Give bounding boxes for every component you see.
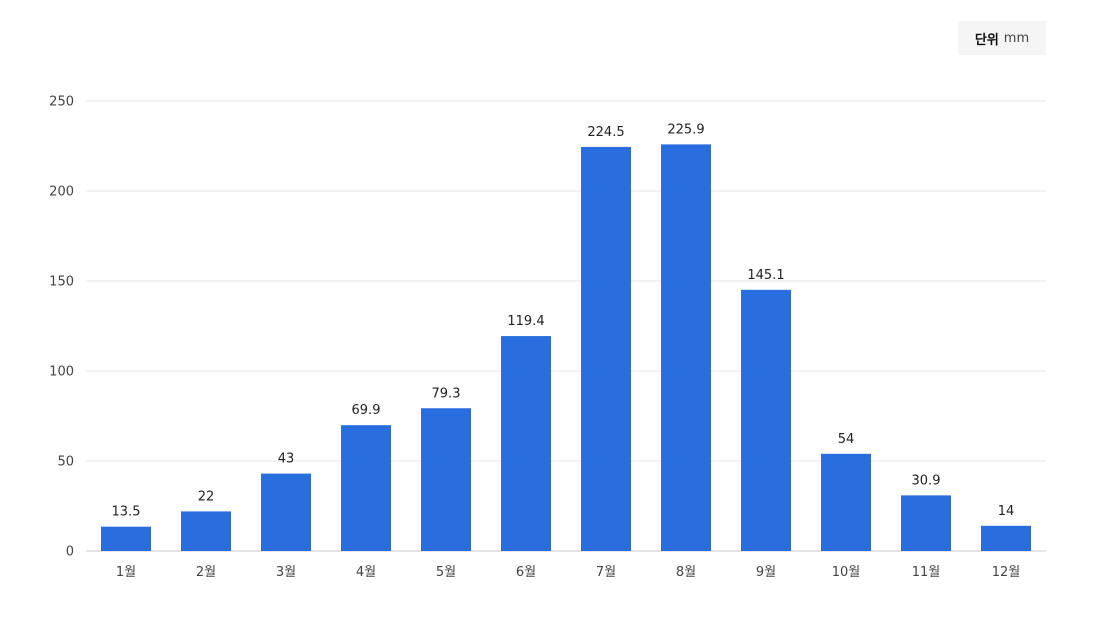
bar (341, 425, 391, 551)
bar-value-label: 119.4 (507, 314, 544, 329)
bar (101, 526, 151, 551)
x-tick-label: 1월 (116, 565, 136, 580)
bar (901, 495, 951, 551)
bar-value-label: 79.3 (432, 386, 461, 401)
x-tick-label: 9월 (756, 565, 776, 580)
x-tick-label: 5월 (436, 565, 456, 580)
bar (261, 473, 311, 551)
unit-badge: 단위 mm (958, 21, 1046, 55)
bar (981, 525, 1031, 551)
bar-value-label: 224.5 (587, 125, 624, 140)
x-tick-label: 2월 (196, 565, 216, 580)
bar (741, 289, 791, 551)
y-tick-label: 50 (57, 455, 74, 470)
y-tick-label: 100 (49, 365, 74, 380)
bar (581, 146, 631, 551)
bar-value-label: 225.9 (667, 122, 704, 137)
bar (181, 511, 231, 551)
x-tick-label: 12월 (992, 565, 1021, 580)
y-tick-label: 0 (66, 545, 74, 560)
x-tick-label: 8월 (676, 565, 696, 580)
bar-value-label: 14 (998, 504, 1015, 519)
bar-value-label: 54 (838, 432, 855, 447)
x-tick-label: 3월 (276, 565, 296, 580)
x-tick-label: 10월 (832, 565, 861, 580)
unit-label: 단위 (974, 32, 999, 48)
bar (501, 336, 551, 551)
bar-value-label: 145.1 (747, 268, 784, 283)
bar (821, 453, 871, 551)
bar (661, 144, 711, 551)
x-tick-label: 11월 (912, 565, 941, 580)
bar-value-label: 22 (198, 489, 215, 504)
x-tick-label: 4월 (356, 565, 376, 580)
bar (421, 408, 471, 551)
y-tick-label: 150 (49, 275, 74, 290)
unit-value: mm (1003, 30, 1030, 46)
x-tick-label: 6월 (516, 565, 536, 580)
bar-value-label: 13.5 (112, 505, 141, 520)
bar-value-label: 43 (278, 452, 295, 467)
x-tick-label: 7월 (596, 565, 616, 580)
y-tick-label: 200 (49, 185, 74, 200)
y-tick-label: 250 (49, 95, 74, 110)
bar-value-label: 30.9 (912, 473, 941, 488)
bar-value-label: 69.9 (352, 403, 381, 418)
